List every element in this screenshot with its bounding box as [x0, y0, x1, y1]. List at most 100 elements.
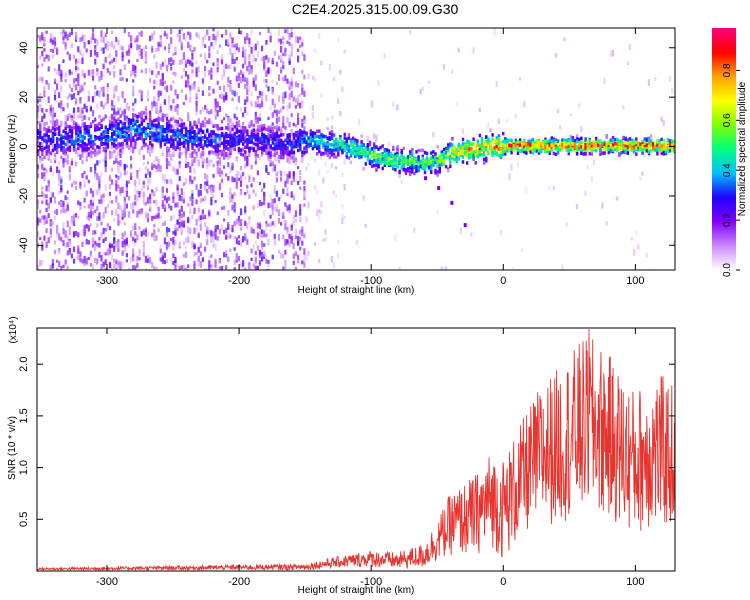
spectrogram-cell [379, 145, 382, 150]
spectrogram-cell [187, 31, 190, 36]
spectrogram-cell [242, 129, 245, 133]
spectrogram-cell [130, 172, 133, 176]
spectrogram-cell [271, 122, 274, 126]
spectrogram-cell [231, 136, 234, 140]
spectrogram-cell [140, 129, 143, 134]
spectrogram-cell [229, 139, 232, 143]
spectrogram-cell [381, 159, 384, 164]
spectrogram-cell [197, 215, 200, 222]
spectrogram-cell [195, 110, 198, 116]
spectrogram-cell [212, 151, 215, 155]
spectrogram-cell [41, 259, 44, 265]
spectrogram-cell [282, 122, 285, 129]
spectrogram-cell [62, 36, 65, 40]
spectrogram-cell [269, 31, 272, 37]
spectrogram-cell [210, 150, 213, 154]
spectrogram-cell [146, 144, 150, 149]
spectrogram-cell [151, 104, 154, 111]
spectrogram-cell [117, 214, 120, 220]
spectrogram-cell [37, 199, 40, 204]
spectrogram-cell [115, 155, 118, 162]
spectrogram-cell [136, 190, 139, 195]
spectrogram-cell [75, 141, 78, 146]
spectrogram-cell [172, 116, 175, 120]
spectrogram-cell [280, 148, 283, 152]
spectrogram-cell [265, 151, 268, 156]
spectrogram-cell [225, 92, 228, 98]
spectrogram-cell [337, 140, 340, 144]
spectrogram-cell [134, 194, 137, 201]
spectrogram-cell [81, 85, 84, 90]
spectrogram-cell [559, 124, 562, 130]
spectrogram-cell [341, 172, 344, 177]
spectrogram-cell [117, 150, 120, 156]
spectrogram-cell [476, 154, 479, 159]
spectrogram-cell [349, 148, 353, 153]
spectrogram-cell [303, 203, 306, 207]
spectrogram-cell [189, 33, 192, 41]
spectrogram-cell [609, 148, 613, 153]
spectrogram-cell [252, 132, 255, 137]
spectrogram-cell [552, 186, 555, 190]
spectrogram-cell [301, 157, 304, 162]
spectrogram-cell [256, 98, 259, 105]
spectrogram-cell [136, 129, 139, 137]
spectrogram-cell [237, 134, 241, 138]
spectrogram-cell [239, 208, 243, 216]
spectrogram-cell [201, 151, 205, 155]
spectrogram-cell [208, 255, 211, 262]
spectrogram-cell [187, 57, 190, 61]
spectrogram-cell [43, 193, 46, 199]
spectrogram-cell [66, 205, 69, 212]
spectrogram-cell [425, 156, 429, 161]
spectrogram-cell [275, 171, 278, 177]
spectrogram-cell [187, 116, 190, 121]
spectrogram-cell [231, 133, 234, 140]
spectrogram-cell [233, 260, 236, 265]
spectrogram-cell [123, 196, 126, 202]
spectrogram-cell [170, 129, 173, 133]
spectrogram-cell [72, 246, 76, 253]
spectrogram-cell [94, 244, 97, 251]
spectrogram-cell [81, 173, 84, 179]
spectrogram-cell [113, 160, 116, 165]
spectrogram-cell [197, 86, 200, 91]
spectrogram-cell [332, 133, 336, 137]
spectrogram-cell [75, 131, 78, 136]
spectrogram-cell [37, 131, 40, 136]
spectrogram-cell [373, 133, 376, 139]
spectrogram-cell [140, 110, 143, 115]
spectrogram-cell [421, 156, 424, 161]
spectrogram-cell [294, 123, 298, 128]
spectrogram-cell [398, 266, 401, 270]
spectrogram-cell [463, 146, 467, 150]
spectrogram-cell [277, 38, 281, 43]
spectrogram-cell [404, 158, 408, 163]
spectrogram-cell [277, 209, 281, 216]
spectrogram-cell [60, 177, 63, 184]
spectrogram-cell [117, 117, 120, 121]
spectrogram-cell [193, 260, 196, 267]
spectrogram-cell [548, 185, 551, 191]
spectrogram-cell [256, 40, 259, 46]
spectrogram-cell [548, 151, 551, 155]
spectrogram-cell [87, 90, 90, 97]
spectrogram-cell [614, 147, 617, 151]
spectrogram-cell [248, 86, 251, 92]
spectrogram-cell [182, 122, 186, 126]
spectrogram-cell [237, 120, 240, 126]
spectrogram-cell [132, 265, 135, 270]
spectrogram-cell [277, 55, 281, 60]
spectrogram-cell [51, 120, 54, 127]
spectrogram-cell [485, 142, 488, 147]
spectrogram-cell [81, 36, 84, 41]
spectrogram-cell [70, 42, 73, 48]
spectrogram-cell [72, 140, 76, 144]
spectrogram-cell [459, 153, 463, 157]
spectrogram-cell [168, 140, 171, 144]
spectrogram-cell [98, 240, 101, 245]
spectrogram-cell [299, 145, 302, 150]
spectrogram-cell [178, 194, 181, 201]
spectrogram-cell [561, 143, 564, 147]
spectrogram-cell [51, 107, 54, 114]
